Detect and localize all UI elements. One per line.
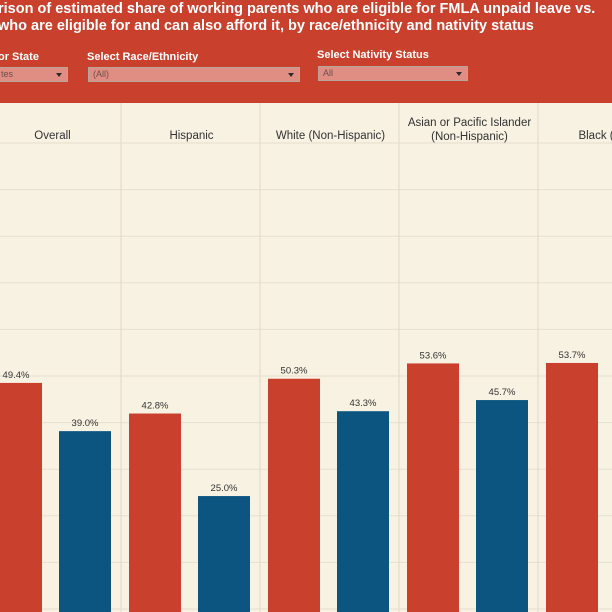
data-label-series-0-2: 50.3% (281, 366, 308, 377)
state-filter-value: tes (1, 69, 14, 79)
bar-chart: Overall Hispanic White (Non-Hispanic) Asian… (0, 103, 612, 612)
race-filter-value: (All) (93, 69, 109, 79)
race-filter-select[interactable]: (All) (88, 67, 300, 82)
category-header-3-line-1: (Non-Hispanic) (431, 131, 508, 143)
chevron-down-icon (288, 73, 294, 77)
bar-series-0-1 (129, 413, 181, 612)
bar-series-1-1 (198, 496, 250, 612)
chevron-down-icon (56, 73, 62, 77)
header-banner: rison of estimated share of working pare… (0, 0, 612, 103)
category-header-4: Black (Non- (578, 130, 612, 142)
bar-series-1-0 (59, 431, 111, 612)
bar-series-0-4 (546, 362, 598, 612)
bar-series-1-2 (337, 411, 389, 612)
data-label-series-0-4: 53.7% (559, 350, 586, 361)
state-filter-label: or State (0, 51, 39, 63)
data-label-series-1-0: 39.0% (72, 418, 99, 429)
nativity-filter-value: All (323, 68, 334, 78)
bar-series-0-3 (407, 363, 459, 612)
data-label-series-0-1: 42.8% (142, 401, 169, 412)
category-header-3-line-0: Asian or Pacific Islander (408, 117, 532, 129)
category-header-2: White (Non-Hispanic) (276, 130, 385, 142)
chart-title-line-1: rison of estimated share of working pare… (0, 1, 596, 17)
chart-title-line-2: who are eligible for and can also afford… (0, 18, 534, 34)
bar-series-0-0 (0, 382, 42, 612)
race-filter-label: Select Race/Ethnicity (87, 51, 199, 63)
data-label-series-0-3: 53.6% (420, 350, 447, 361)
nativity-filter-select[interactable]: All (318, 66, 468, 81)
data-label-series-1-1: 25.0% (211, 483, 238, 494)
bar-series-0-2 (268, 378, 320, 612)
data-label-series-1-2: 43.3% (350, 398, 377, 409)
chevron-down-icon (456, 72, 462, 76)
nativity-filter-label: Select Nativity Status (317, 49, 429, 61)
data-label-series-0-0: 49.4% (3, 370, 30, 381)
bar-series-1-3 (476, 400, 528, 612)
state-filter-select[interactable]: tes (0, 67, 68, 82)
category-header-0: Overall (34, 130, 70, 142)
data-label-series-1-3: 45.7% (489, 387, 516, 398)
category-header-1: Hispanic (169, 130, 213, 142)
